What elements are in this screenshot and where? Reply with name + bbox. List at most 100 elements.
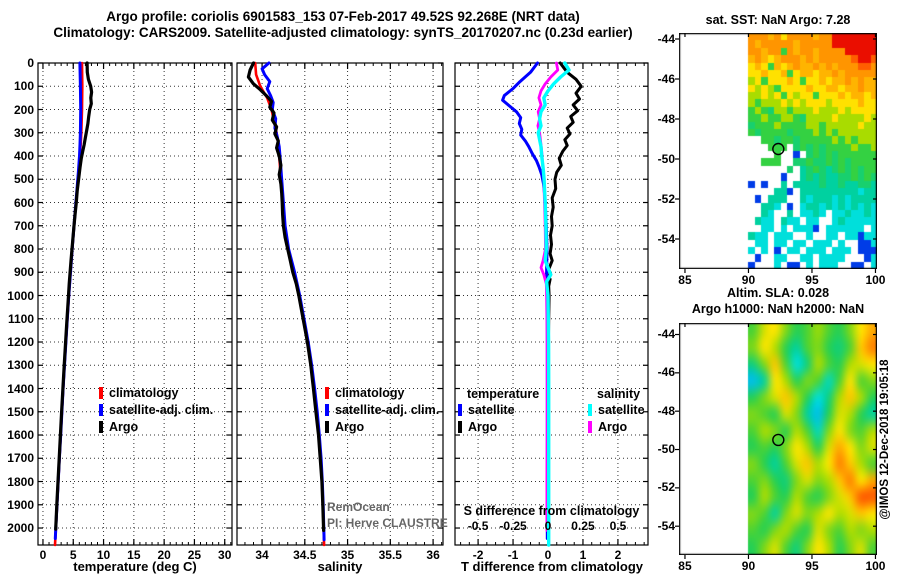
temperature-legend-item: climatology [99, 387, 178, 400]
temperature-diff-legend-header: temperature [467, 387, 540, 401]
depth-tick-label: 300 [13, 125, 34, 140]
sla-heatmap [679, 323, 877, 555]
lon-tick-label: 100 [865, 273, 886, 287]
temperature-axis-label: temperature (deg C) [73, 559, 197, 574]
sla-map-title-line1: Altim. SLA: 0.028 [726, 286, 830, 300]
legend-color-bar [99, 404, 103, 416]
lon-tick-label: 90 [741, 559, 756, 573]
lon-tick-label: 95 [805, 273, 819, 287]
depth-tick-label: 800 [13, 242, 34, 256]
lat-tick-label: -52 [657, 191, 675, 206]
x-tick-label: 34 [255, 548, 269, 562]
x-tick-label: 30 [218, 548, 232, 562]
salinity-legend-item: satellite-adj. clim. [325, 404, 439, 417]
depth-tick-label: 1100 [7, 311, 34, 326]
lat-tick-label: -54 [657, 518, 675, 533]
x-tick-label: -1 [507, 548, 519, 562]
legend-label: satellite-adj. clim. [335, 403, 440, 417]
lat-tick-label: -46 [657, 71, 675, 86]
legend-label: Argo [109, 420, 139, 434]
t-difference-axis-label: T difference from climatology [460, 559, 644, 574]
s-tick-label: 0.5 [609, 519, 627, 533]
sst-heatmap [679, 33, 877, 269]
x-tick-label: 35.5 [378, 548, 402, 562]
x-tick-label: 20 [157, 548, 171, 562]
depth-tick-label: 2000 [7, 521, 34, 536]
x-tick-label: 25 [187, 548, 202, 562]
temperature-legend-item: Argo [99, 421, 138, 434]
x-tick-label: 34.5 [293, 548, 317, 562]
s-tick-label: 0.25 [571, 519, 595, 533]
depth-tick-label: 600 [13, 195, 34, 210]
legend-color-bar [325, 404, 329, 416]
legend-color-bar [325, 421, 329, 433]
legend-label: Argo [468, 420, 498, 434]
depth-tick-label: 1900 [7, 497, 34, 512]
depth-tick-label: 1600 [7, 428, 34, 443]
legend-label: Argo [335, 420, 365, 434]
depth-tick-label: 1300 [7, 358, 34, 373]
depth-tick-label: 1700 [7, 451, 34, 466]
lat-tick-label: -48 [657, 403, 675, 418]
temperature-diff-legend-item: satellite [458, 404, 515, 417]
legend-color-bar [588, 421, 592, 433]
temperature-diff-legend-item: Argo [458, 421, 497, 434]
depth-tick-label: 1800 [7, 474, 34, 489]
legend-label: satellite [468, 403, 515, 417]
legend-color-bar [588, 404, 592, 416]
x-tick-label: 1 [579, 548, 587, 562]
x-tick-label: -2 [472, 548, 484, 562]
legend-color-bar [99, 387, 103, 399]
salinity-diff-legend-item: Argo [588, 421, 627, 434]
remocean-label: RemOcean [327, 500, 390, 514]
x-tick-label: 36 [426, 548, 440, 562]
lat-tick-label: -48 [657, 111, 675, 126]
salinity-legend-item: climatology [325, 387, 404, 400]
depth-tick-label: 1500 [7, 404, 34, 419]
salinity-axis-label: salinity [317, 559, 363, 574]
depth-tick-label: 0 [27, 56, 34, 70]
s-tick-label: -0.25 [499, 519, 527, 533]
x-tick-label: 15 [127, 548, 141, 562]
depth-tick-label: 1200 [7, 335, 34, 350]
legend-label: climatology [109, 386, 179, 400]
legend-label: climatology [335, 386, 405, 400]
pi-label: PI: Herve CLAUSTRE [327, 516, 448, 530]
lat-tick-label: -50 [657, 151, 675, 166]
x-tick-label: 35 [340, 548, 355, 562]
imos-watermark: @IMOS 12-Dec-2018 19:05:18 [879, 359, 891, 520]
legend-color-bar [458, 421, 462, 433]
depth-tick-label: 1400 [7, 381, 34, 396]
legend-label: Argo [598, 420, 628, 434]
lon-tick-label: 85 [678, 559, 692, 573]
lat-tick-label: -44 [657, 327, 675, 341]
x-tick-label: 2 [614, 548, 622, 562]
x-tick-label: 10 [96, 548, 111, 562]
sla-map-title-line2: Argo h1000: NaN h2000: NaN [691, 302, 865, 316]
lat-tick-label: -44 [657, 31, 675, 46]
legend-color-bar [458, 404, 462, 416]
depth-tick-label: 400 [13, 149, 34, 163]
x-tick-label: 0 [544, 548, 552, 562]
lon-tick-label: 100 [865, 559, 886, 573]
x-tick-label: 0 [39, 548, 47, 562]
depth-tick-label: 200 [13, 102, 34, 117]
depth-tick-label: 1000 [7, 288, 34, 303]
legend-color-bar [325, 387, 329, 399]
figure-title-line1: Argo profile: coriolis 6901583_153 07-Fe… [106, 9, 580, 24]
salinity-diff-legend-header: salinity [597, 387, 641, 401]
x-tick-label: 5 [69, 548, 77, 562]
legend-label: satellite-adj. clim. [109, 403, 214, 417]
salinity-legend-item: Argo [325, 421, 364, 434]
lon-tick-label: 95 [805, 559, 819, 573]
s-tick-label: 0 [544, 519, 552, 533]
depth-tick-label: 100 [13, 79, 34, 94]
figure-title-line2: Climatology: CARS2009. Satellite-adjuste… [53, 25, 633, 40]
depth-tick-label: 900 [13, 265, 34, 280]
lat-tick-label: -50 [657, 442, 675, 457]
s-difference-axis-label: S difference from climatology [463, 504, 640, 518]
lat-tick-label: -52 [657, 480, 675, 495]
lon-tick-label: 85 [678, 273, 692, 287]
legend-color-bar [99, 421, 103, 433]
salinity-diff-legend-item: satellite [588, 404, 645, 417]
